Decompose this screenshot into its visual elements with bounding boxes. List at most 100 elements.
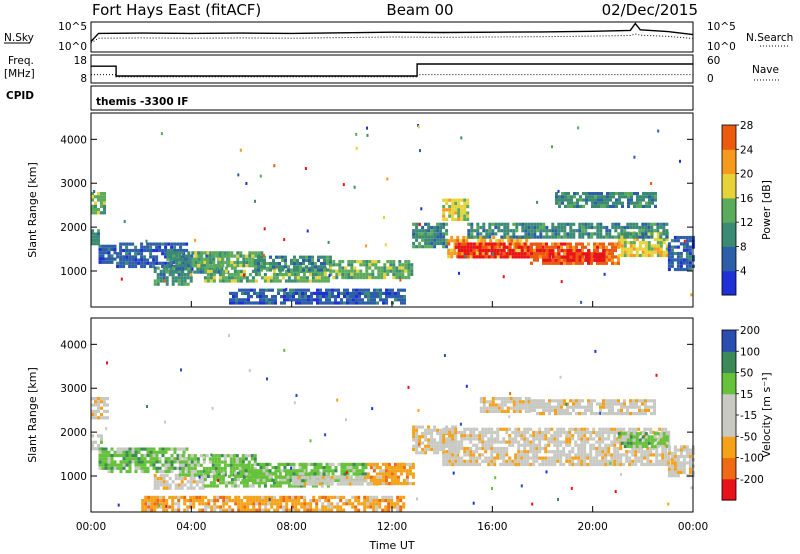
power-cell: [457, 198, 461, 202]
velocity-cell: [110, 463, 114, 467]
velocity-cell: [685, 461, 689, 465]
power-cell: [638, 225, 642, 230]
velocity-cell: [340, 472, 344, 476]
velocity-cell: [217, 457, 221, 461]
power-cell: [430, 235, 434, 239]
power-cell: [412, 222, 416, 226]
power-cell: [685, 248, 689, 252]
power-cell: [539, 242, 542, 246]
velocity-cell: [511, 459, 515, 463]
power-cell: [576, 192, 579, 196]
velocity-cell: [653, 412, 656, 416]
velocity-cell: [289, 472, 293, 476]
velocity-cell: [411, 466, 415, 470]
velocity-cell: [387, 505, 391, 509]
velocity-cell: [583, 437, 587, 441]
velocity-cell: [590, 405, 593, 409]
power-cell: [442, 208, 446, 212]
power-cell: [287, 276, 291, 280]
power-cell: [545, 235, 549, 239]
power-cell: [499, 248, 503, 253]
power-cell: [457, 211, 461, 215]
velocity-cell: [517, 443, 521, 447]
velocity-cell: [433, 428, 437, 432]
power-cell: [641, 225, 645, 230]
power-cell: [181, 267, 185, 271]
velocity-cell: [637, 459, 641, 463]
velocity-cell: [184, 466, 188, 471]
velocity-cell: [276, 505, 280, 509]
velocity-cell: [676, 454, 680, 459]
power-cell: [673, 239, 677, 243]
velocity-cell: [119, 466, 123, 470]
power-cell: [94, 204, 97, 208]
velocity-cell: [502, 440, 506, 444]
velocity-cell: [499, 462, 503, 467]
velocity-cell: [372, 505, 376, 509]
power-cell: [283, 298, 286, 302]
power-cell: [561, 195, 564, 199]
velocity-cell: [212, 484, 216, 488]
power-cell: [241, 288, 244, 292]
velocity-cell: [589, 437, 593, 441]
velocity-cell: [137, 466, 141, 470]
velocity-cell: [628, 459, 632, 463]
velocity-cell: [304, 466, 308, 470]
velocity-cell: [187, 457, 191, 461]
power-cell: [572, 255, 576, 259]
velocity-cell: [198, 486, 202, 490]
velocity-cell: [301, 472, 305, 476]
power-cell: [599, 229, 603, 233]
velocity-cell: [517, 434, 521, 438]
power-cell: [361, 288, 364, 292]
velocity-cell: [110, 466, 114, 470]
power-cell: [269, 276, 273, 280]
velocity-cell: [153, 483, 157, 487]
power-cell: [638, 247, 642, 251]
velocity-cell: [183, 508, 187, 512]
power-cell: [662, 225, 666, 230]
velocity-cell: [327, 495, 331, 499]
power-cell: [632, 253, 636, 258]
power-cell: [484, 248, 488, 253]
power-cell: [377, 266, 381, 270]
velocity-cell: [490, 427, 494, 431]
velocity-cell: [538, 443, 542, 447]
velocity-cell: [472, 456, 476, 460]
velocity-cell: [580, 456, 584, 460]
velocity-cell: [659, 438, 663, 442]
power-cell: [241, 291, 244, 295]
power-cell: [517, 252, 521, 256]
power-cell: [193, 270, 197, 274]
power-cell: [385, 291, 388, 295]
velocity-cell: [307, 472, 311, 476]
velocity-cell: [294, 479, 298, 483]
velocity-cell: [616, 450, 620, 454]
power-cell: [641, 247, 645, 251]
power-cell: [596, 258, 600, 262]
power-cell: [575, 258, 579, 262]
power-cell: [161, 242, 165, 246]
power-cell: [539, 245, 542, 249]
velocity-cell: [165, 508, 169, 512]
velocity-cell: [590, 402, 593, 406]
velocity-cell: [427, 428, 431, 432]
power-cell: [277, 288, 280, 292]
power-cell: [517, 255, 521, 259]
power-cell: [572, 252, 576, 256]
velocity-cell: [629, 444, 633, 449]
velocity-cell: [524, 403, 528, 407]
velocity-cell: [556, 440, 560, 444]
power-cell: [412, 241, 416, 246]
power-cell: [557, 252, 561, 256]
power-cell: [512, 229, 516, 233]
velocity-cell: [638, 438, 642, 442]
power-cell: [470, 225, 474, 230]
velocity-cell: [517, 427, 521, 431]
velocity-cell: [506, 409, 510, 413]
velocity-cell: [248, 484, 252, 488]
power-cell: [271, 301, 274, 305]
power-cell: [347, 269, 351, 273]
power-cell: [287, 268, 290, 272]
power-cell: [551, 222, 555, 226]
